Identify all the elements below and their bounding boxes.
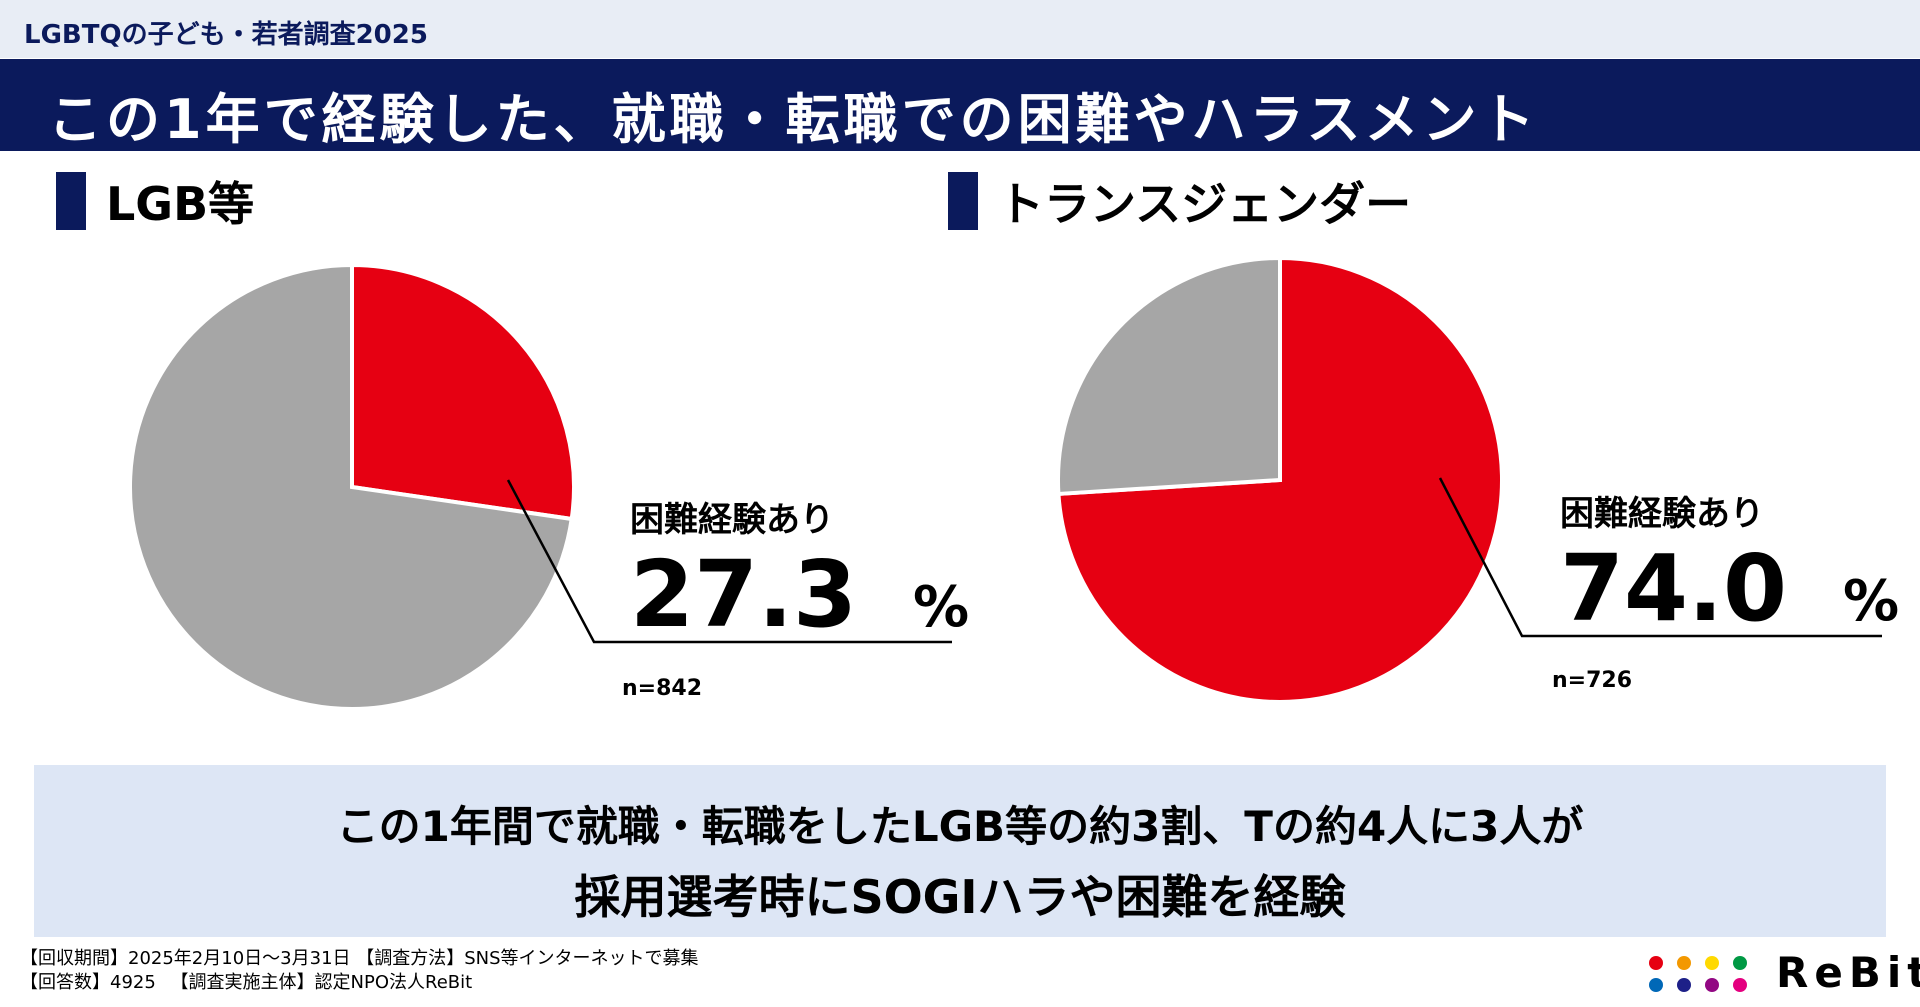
callout-trans: 困難経験あり 74.0% xyxy=(1560,486,1899,635)
sample-size-trans: n=726 xyxy=(1552,668,1633,693)
logo-dot xyxy=(1649,955,1663,970)
section-heading-trans: トランスジェンダー xyxy=(948,172,1411,231)
pie-chart-lgb xyxy=(128,255,1882,711)
heading-marker xyxy=(56,172,86,230)
logo-dot xyxy=(1677,977,1691,992)
logo-dot xyxy=(1705,977,1719,992)
callout-label: 困難経験あり xyxy=(1560,494,1764,534)
callout-value: 27.3 xyxy=(630,541,857,648)
heading-label: トランスジェンダー xyxy=(998,177,1412,231)
callout-unit: % xyxy=(913,575,970,640)
heading-label: LGB等 xyxy=(106,177,255,231)
page-title: この1年で経験した、就職・転職での困難やハラスメント xyxy=(48,88,1539,151)
logo-dot xyxy=(1677,955,1691,970)
footer-line-2: 【回答数】4925 【調査実施主体】認定NPO法人ReBit xyxy=(20,972,473,993)
pie-slice-experienced xyxy=(350,262,576,522)
summary-box: この1年間で就職・転職をしたLGB等の約3割、Tの約4人に3人が 採用選考時にS… xyxy=(34,765,1886,937)
summary-line-1: この1年間で就職・転職をしたLGB等の約3割、Tの約4人に3人が xyxy=(336,802,1584,851)
callout-unit: % xyxy=(1843,569,1900,634)
logo-dot xyxy=(1733,977,1747,992)
logo-dot xyxy=(1733,955,1747,970)
logo-text: ReBit xyxy=(1776,948,1920,997)
survey-name: LGBTQの子ども・若者調査2025 xyxy=(24,20,428,50)
callout-leader-line xyxy=(1438,477,1882,638)
footer-line-1: 【回収期間】2025年2月10日〜3月31日 【調査方法】SNS等インターネット… xyxy=(20,948,699,969)
logo-dot xyxy=(1705,955,1719,970)
callout-leader-line xyxy=(506,479,952,644)
sample-size-lgb: n=842 xyxy=(622,676,703,701)
callout-lgb: 困難経験あり 27.3% xyxy=(630,492,969,641)
heading-marker xyxy=(948,172,978,230)
logo-dot xyxy=(1649,977,1663,992)
title-bar: この1年で経験した、就職・転職での困難やハラスメント xyxy=(0,59,1920,151)
callout-label: 困難経験あり xyxy=(630,500,834,540)
rebit-logo: ReBit xyxy=(1646,948,1920,997)
pie-slice-other xyxy=(1056,255,1282,497)
summary-line-2: 採用選考時にSOGIハラや困難を経験 xyxy=(574,870,1346,924)
callout-value: 74.0 xyxy=(1560,535,1787,642)
section-heading-lgb: LGB等 xyxy=(56,172,254,231)
top-bar: LGBTQの子ども・若者調査2025 xyxy=(0,0,1920,58)
logo-dots-icon xyxy=(1649,955,1747,992)
pie-slice-other xyxy=(128,262,574,711)
